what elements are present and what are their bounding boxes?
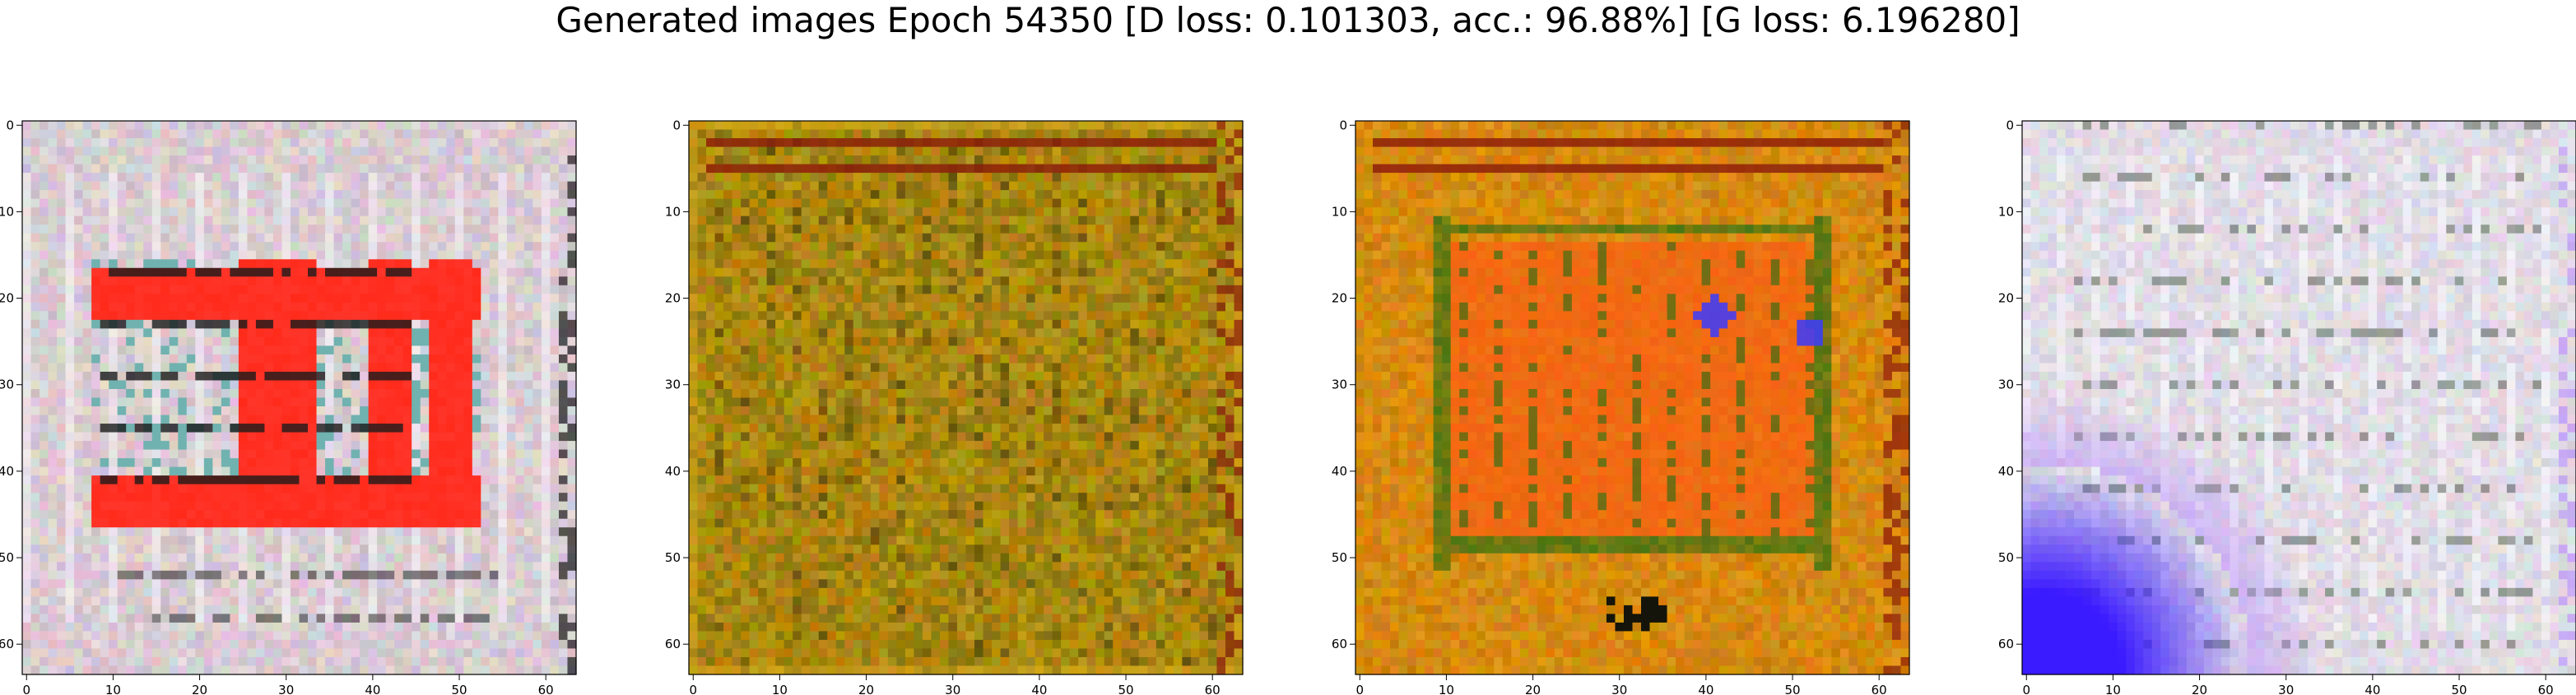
image-panel-4: 0 10 20 30 40 50 60 0 10 20 30 40 50 60	[1998, 118, 2576, 695]
y-tick-label: 30	[665, 378, 681, 392]
x-tick-label: 60	[538, 683, 554, 695]
y-tick-label: 10	[665, 204, 681, 219]
x-tick-label: 60	[2538, 683, 2554, 695]
x-tick-label: 10	[1439, 683, 1454, 695]
y-tick-label: 30	[1332, 378, 1347, 392]
y-tick-label: 10	[1332, 204, 1347, 219]
image-pixels	[1355, 121, 1910, 675]
x-tick-label: 10	[105, 683, 121, 695]
y-tick-label: 0	[1339, 118, 1347, 132]
x-tick-label: 40	[1031, 683, 1047, 695]
axes-frame	[1355, 120, 1910, 675]
x-tick-label: 10	[2105, 683, 2121, 695]
x-tick-label: 20	[2192, 683, 2207, 695]
x-tick-label: 40	[2364, 683, 2380, 695]
y-tick-label: 0	[6, 118, 14, 132]
x-tick-label: 60	[1872, 683, 1887, 695]
y-tick-label: 20	[1332, 291, 1347, 306]
y-tick-label: 60	[1332, 637, 1347, 651]
y-tick-label: 50	[0, 550, 14, 565]
x-tick-label: 0	[2022, 683, 2030, 695]
y-tick-label: 50	[1998, 550, 2014, 565]
y-tick-label: 20	[1998, 291, 2014, 306]
y-tick-label: 50	[1332, 550, 1347, 565]
y-tick-label: 40	[1332, 464, 1347, 479]
x-tick-label: 20	[192, 683, 207, 695]
y-tick-label: 20	[665, 291, 681, 306]
y-tick-label: 60	[1998, 637, 2014, 651]
axes-frame	[2021, 120, 2576, 675]
x-tick-label: 50	[2451, 683, 2467, 695]
x-tick-label: 30	[278, 683, 294, 695]
y-tick-label: 0	[2006, 118, 2014, 132]
y-tick-label: 50	[665, 550, 681, 565]
x-tick-label: 40	[1698, 683, 1713, 695]
x-tick-label: 0	[1355, 683, 1364, 695]
y-tick-label: 40	[0, 464, 14, 479]
y-tick-label: 60	[665, 637, 681, 651]
x-tick-label: 50	[1118, 683, 1133, 695]
y-tick-label: 30	[1998, 378, 2014, 392]
y-tick-label: 60	[0, 637, 14, 651]
y-tick-label: 10	[0, 204, 14, 219]
axes-frame	[21, 120, 577, 675]
x-tick-label: 30	[945, 683, 960, 695]
x-tick-label: 50	[1784, 683, 1800, 695]
x-tick-label: 30	[2278, 683, 2294, 695]
x-tick-label: 30	[1611, 683, 1627, 695]
x-tick-label: 40	[365, 683, 380, 695]
image-pixels	[22, 121, 577, 675]
x-tick-label: 60	[1205, 683, 1221, 695]
image-panel-3: 0 10 20 30 40 50 60 0 10 20 30 40 50 60	[1332, 118, 1910, 695]
y-tick-label: 40	[1998, 464, 2014, 479]
x-tick-label: 50	[451, 683, 467, 695]
x-tick-label: 0	[22, 683, 30, 695]
image-panel-2: 0 10 20 30 40 50 60 0 10 20 30 40 50 60	[665, 118, 1244, 695]
image-panel-1: 0 10 20 30 40 50 60 0 10 20 30 40 50 60	[0, 118, 577, 695]
y-tick-label: 10	[1998, 204, 2014, 219]
y-tick-label: 0	[672, 118, 681, 132]
image-pixels	[2022, 121, 2576, 675]
x-tick-label: 20	[1525, 683, 1541, 695]
x-tick-label: 10	[772, 683, 788, 695]
y-tick-label: 20	[0, 291, 14, 306]
image-pixels	[689, 121, 1244, 675]
figure-title: Generated images Epoch 54350 [D loss: 0.…	[556, 0, 2020, 40]
axes-frame	[688, 120, 1244, 675]
y-tick-label: 30	[0, 378, 14, 392]
y-tick-label: 40	[665, 464, 681, 479]
x-tick-label: 0	[689, 683, 697, 695]
x-tick-label: 20	[858, 683, 874, 695]
